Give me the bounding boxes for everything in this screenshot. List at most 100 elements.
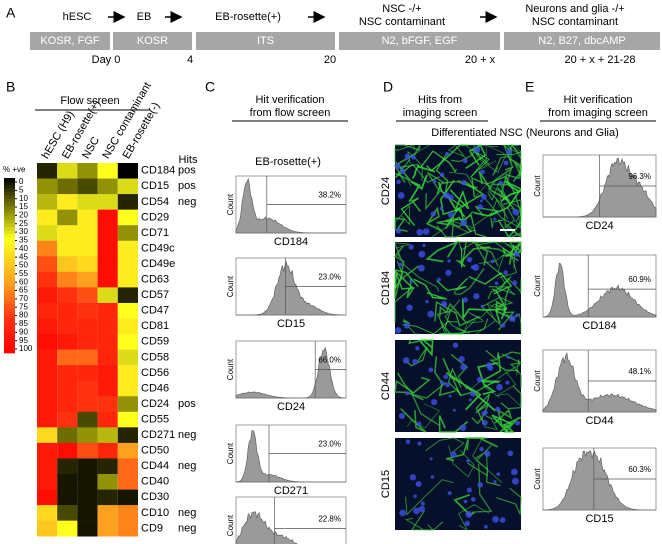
nucleus [409, 474, 417, 481]
colorbar-step [4, 297, 15, 301]
day-label: 4 [187, 54, 193, 66]
nucleus [447, 259, 451, 263]
heatmap-cell [37, 427, 58, 444]
nucleus [510, 468, 518, 476]
nucleus [513, 251, 520, 257]
heatmap-cell [37, 209, 58, 226]
count-label: Count [533, 275, 542, 297]
heatmap-cell [57, 271, 78, 288]
heatmap-cell [117, 458, 138, 475]
heatmap-cell [57, 209, 78, 226]
nucleus [405, 391, 410, 396]
colorbar-step [4, 279, 15, 284]
neurite [470, 380, 502, 398]
neurite [471, 175, 516, 198]
nucleus [447, 211, 454, 218]
colorbar-tick-label: 45 [19, 252, 28, 261]
nucleus [411, 154, 416, 160]
nucleus [515, 313, 519, 318]
nucleus [480, 304, 484, 309]
heatmap-cell [37, 256, 58, 273]
marker-label: CD15 [141, 180, 169, 192]
heatmap-cell [77, 474, 98, 490]
medium-bar [504, 32, 660, 50]
nucleus [403, 322, 411, 329]
neurite [404, 517, 435, 531]
neurite [408, 174, 428, 203]
heatmap-cell [117, 489, 138, 506]
heatmap-cell [37, 271, 58, 288]
nucleus [466, 487, 472, 493]
heatmap-cell [37, 178, 58, 195]
neurite [451, 144, 482, 163]
nucleus [452, 408, 456, 412]
day-label: 20 [324, 54, 336, 66]
heatmap-cell [57, 334, 78, 350]
neurite [465, 437, 499, 448]
neurite [497, 207, 522, 239]
nucleus [398, 412, 406, 419]
nucleus [458, 355, 465, 363]
nucleus [399, 168, 406, 175]
nucleus [509, 315, 516, 322]
colorbar-tick-label: 25 [19, 219, 28, 228]
nucleus [470, 497, 476, 502]
heatmap-cell [57, 505, 78, 521]
neurite [492, 288, 515, 321]
neurite [453, 267, 485, 295]
nucleus [409, 279, 413, 284]
stage-label: hESC [63, 11, 92, 23]
marker-label: CD271 [141, 429, 175, 441]
nucleus [505, 380, 510, 385]
neurite [437, 181, 458, 213]
nucleus [418, 250, 426, 258]
colorbar-tick-label: 75 [19, 302, 28, 311]
nucleus [498, 180, 504, 186]
heatmap-cell [97, 163, 118, 179]
neurite [439, 302, 467, 324]
nucleus [417, 441, 422, 446]
colorbar-tick-label: 35 [19, 236, 28, 245]
heatmap-cell [37, 287, 58, 304]
nucleus [473, 293, 480, 300]
count-label: Count [226, 514, 235, 536]
nucleus [398, 262, 403, 267]
nucleus [493, 217, 497, 221]
neurite [474, 198, 509, 226]
nucleus [406, 304, 413, 311]
panel-label: C [205, 79, 215, 95]
histogram [235, 346, 346, 399]
nucleus [452, 342, 459, 348]
hit-label: pos [178, 398, 196, 410]
neurite [413, 278, 447, 300]
nucleus [432, 179, 437, 184]
heatmap-cell [37, 396, 58, 413]
colorbar-step [4, 262, 15, 266]
heatmap-cell [77, 178, 98, 195]
colorbar-step [4, 265, 15, 270]
panel-label: D [383, 79, 393, 95]
heatmap-cell [57, 427, 78, 444]
neurite [436, 310, 452, 335]
nucleus [437, 277, 441, 282]
nucleus [445, 382, 451, 388]
neurite [500, 183, 522, 203]
heatmap-cell [117, 365, 138, 381]
heatmap-cell [117, 427, 138, 444]
heatmap-cell [117, 520, 138, 537]
heatmap-cell [97, 365, 118, 381]
percent-label: 96.3% [628, 172, 651, 181]
colorbar-step [4, 325, 15, 329]
nucleus [464, 520, 470, 527]
neurite [394, 242, 410, 258]
nucleus [481, 194, 487, 200]
percent-label: 60.3% [628, 465, 651, 474]
neurite [395, 144, 421, 151]
stage-label: NSC contaminant [359, 16, 445, 28]
colorbar-step [4, 251, 15, 256]
nucleus [429, 457, 433, 461]
stage-label: Neurons and glia -/+ [525, 3, 624, 15]
colorbar-tick-label: 85 [19, 319, 28, 328]
medium-label: KOSR [137, 35, 168, 47]
heatmap-cell [57, 256, 78, 273]
